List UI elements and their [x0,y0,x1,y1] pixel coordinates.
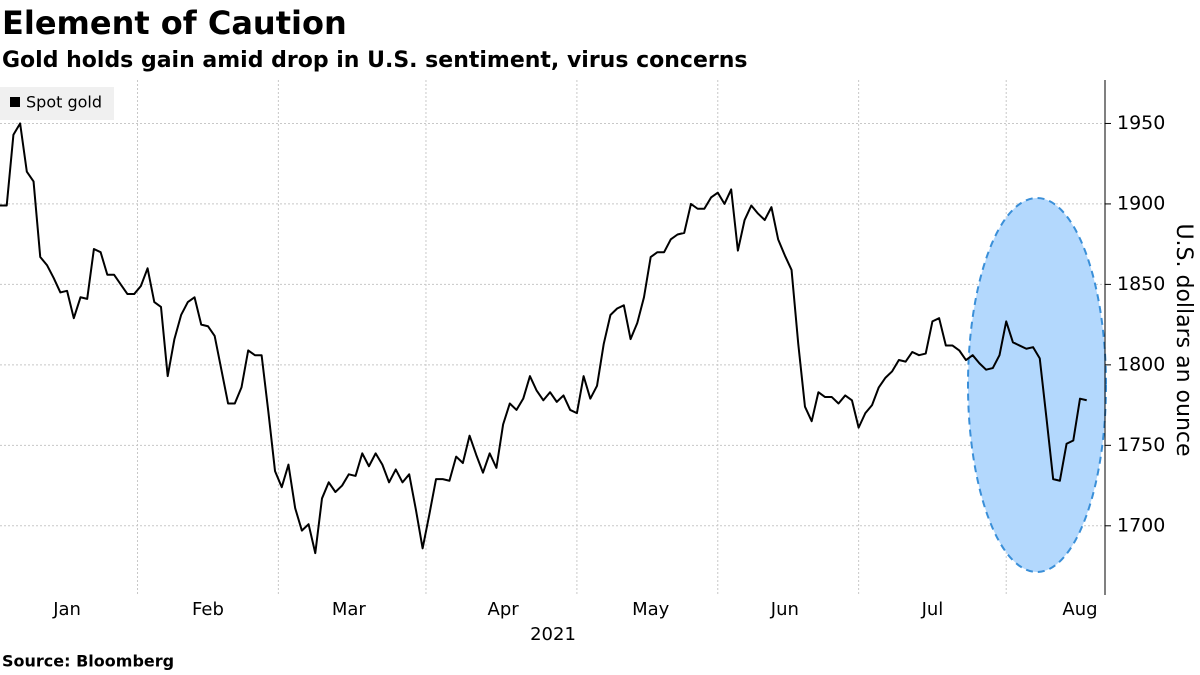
x-tick-label: Feb [192,599,224,620]
y-axis-label: U.S. dollars an ounce [1171,223,1196,456]
x-tick-label: Jan [52,599,81,620]
y-tick-label: 1900 [1117,192,1165,214]
y-tick-label: 1700 [1117,514,1165,536]
x-axis-label: 2021 [530,624,576,645]
y-tick-label: 1800 [1117,353,1165,375]
x-tick-label: May [632,599,670,620]
y-tick-label: 1950 [1117,112,1165,134]
chart-title: Element of Caution [2,4,347,42]
legend-swatch [10,97,20,107]
grid [0,80,1105,595]
x-tick-label: Jul [921,599,944,620]
legend-label: Spot gold [26,93,102,112]
x-tick-label: Apr [488,599,520,620]
x-tick-label: Aug [1062,599,1097,620]
chart-subtitle: Gold holds gain amid drop in U.S. sentim… [2,48,748,73]
y-tick-label: 1850 [1117,273,1165,295]
x-tick-label: Jun [770,599,799,620]
y-tick-label: 1750 [1117,434,1165,456]
highlight-ellipse [967,197,1107,573]
source: Source: Bloomberg [2,652,174,671]
line-series [0,122,1087,555]
x-tick-label: Mar [332,599,367,620]
plot [0,122,1087,555]
